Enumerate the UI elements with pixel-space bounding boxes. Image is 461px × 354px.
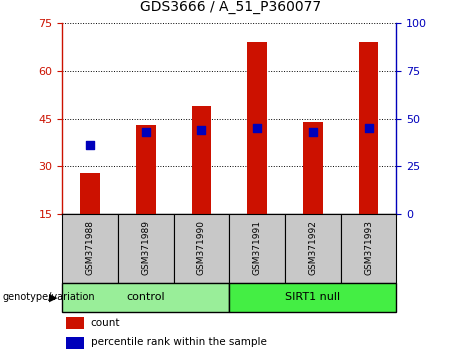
Text: percentile rank within the sample: percentile rank within the sample bbox=[91, 337, 266, 348]
Point bbox=[309, 129, 317, 135]
Point bbox=[254, 125, 261, 131]
Bar bbox=[65, 337, 84, 349]
Bar bbox=[285, 214, 341, 283]
Bar bbox=[80, 173, 100, 262]
Bar bbox=[248, 42, 267, 262]
Text: SIRT1 null: SIRT1 null bbox=[285, 292, 341, 302]
Text: GSM371993: GSM371993 bbox=[364, 220, 373, 275]
Bar bbox=[359, 42, 378, 262]
Bar bbox=[229, 283, 396, 312]
Text: ▶: ▶ bbox=[49, 292, 58, 302]
Bar bbox=[136, 125, 155, 262]
Bar bbox=[192, 106, 211, 262]
Text: GSM371988: GSM371988 bbox=[86, 220, 95, 275]
Bar bbox=[174, 214, 229, 283]
Text: genotype/variation: genotype/variation bbox=[2, 292, 95, 302]
Text: GSM371992: GSM371992 bbox=[308, 220, 318, 275]
Bar bbox=[118, 214, 174, 283]
Text: GSM371991: GSM371991 bbox=[253, 220, 262, 275]
Bar bbox=[303, 122, 323, 262]
Bar bbox=[62, 214, 118, 283]
Text: GSM371989: GSM371989 bbox=[141, 220, 150, 275]
Point bbox=[86, 143, 94, 148]
Text: GSM371990: GSM371990 bbox=[197, 220, 206, 275]
Text: GDS3666 / A_51_P360077: GDS3666 / A_51_P360077 bbox=[140, 0, 321, 14]
Text: control: control bbox=[126, 292, 165, 302]
Text: count: count bbox=[91, 318, 120, 328]
Point bbox=[198, 127, 205, 133]
Bar bbox=[229, 214, 285, 283]
Bar bbox=[341, 214, 396, 283]
Bar bbox=[62, 283, 229, 312]
Bar bbox=[65, 317, 84, 330]
Point bbox=[142, 129, 149, 135]
Point bbox=[365, 125, 372, 131]
